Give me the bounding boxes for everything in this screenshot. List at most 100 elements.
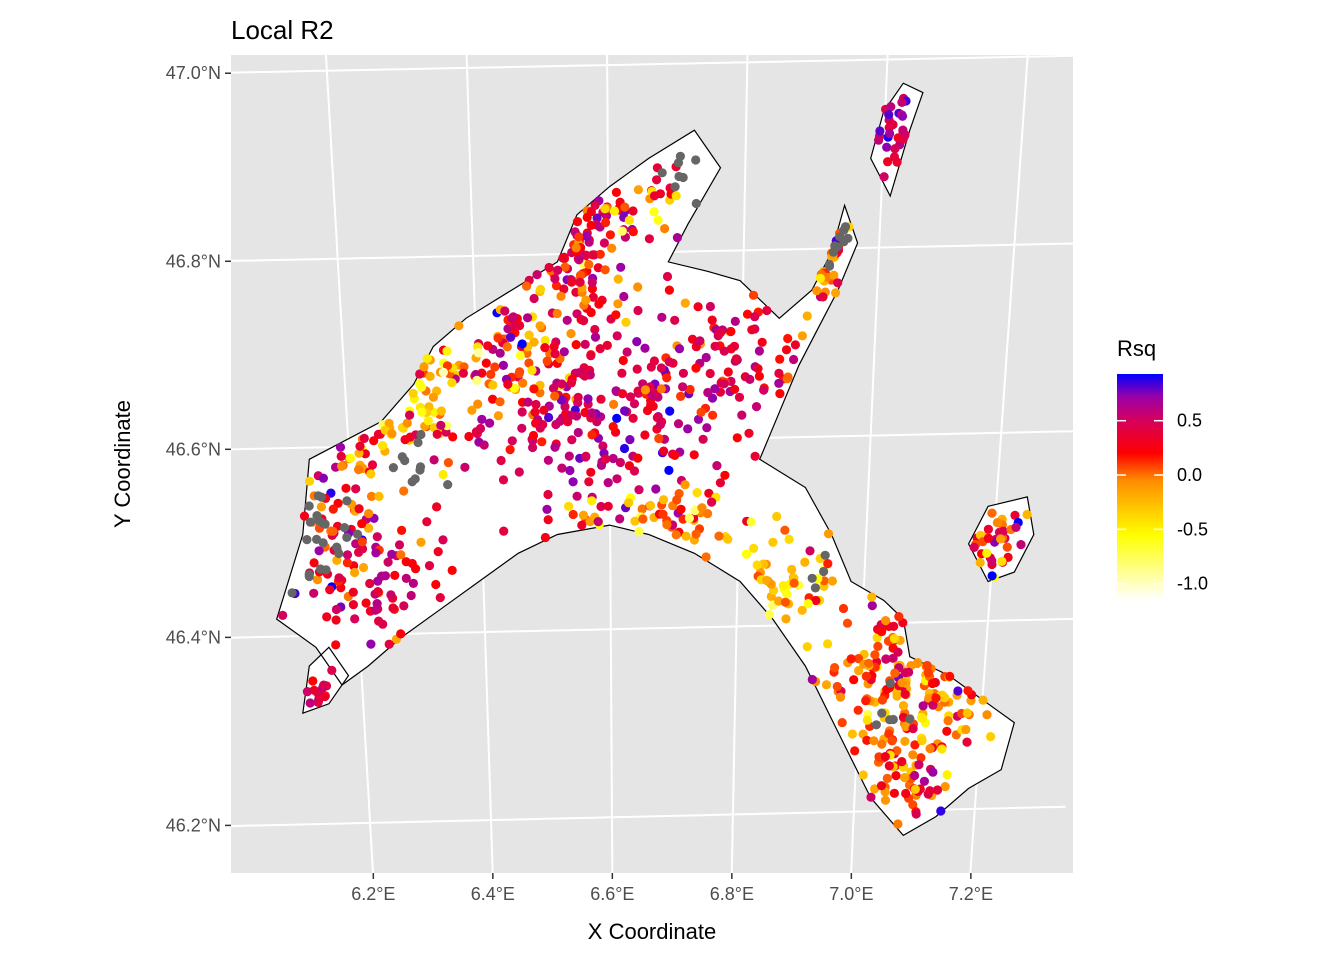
data-point	[892, 691, 902, 701]
data-point	[628, 206, 638, 216]
data-point-na	[691, 155, 701, 165]
data-point	[815, 273, 826, 283]
data-point	[278, 610, 288, 621]
data-point-na	[342, 532, 352, 543]
data-point	[479, 440, 489, 450]
data-point	[893, 819, 903, 829]
data-point	[670, 315, 680, 325]
data-point	[917, 736, 927, 746]
data-point	[802, 642, 812, 652]
x-tick-label: 7.0°E	[829, 884, 873, 904]
data-point	[783, 333, 793, 344]
data-point-na	[832, 242, 843, 252]
data-point	[422, 517, 432, 527]
data-point	[680, 480, 690, 490]
data-point	[884, 110, 894, 120]
data-point	[473, 399, 483, 409]
x-tick-label: 6.8°E	[710, 884, 754, 904]
data-point	[532, 270, 542, 280]
data-point	[655, 419, 666, 430]
data-point	[572, 309, 582, 319]
data-point	[886, 102, 896, 112]
data-point	[529, 337, 539, 347]
data-point	[900, 689, 910, 699]
data-point	[578, 510, 589, 520]
data-point	[877, 627, 887, 637]
data-point	[870, 784, 880, 794]
data-point	[818, 292, 828, 302]
data-point	[696, 407, 706, 417]
data-point	[812, 286, 822, 296]
data-point	[835, 692, 846, 702]
data-point-na	[877, 708, 887, 718]
data-point	[877, 739, 887, 749]
data-point	[774, 378, 784, 388]
data-point	[359, 433, 369, 443]
data-point	[507, 436, 517, 446]
data-point	[1011, 522, 1021, 533]
data-point	[745, 374, 755, 384]
data-point	[678, 382, 688, 392]
data-point	[527, 365, 537, 375]
data-point	[505, 445, 515, 455]
data-point-na	[416, 429, 426, 440]
legend-label: 0.5	[1177, 411, 1202, 431]
data-point	[992, 518, 1003, 528]
data-point	[540, 532, 551, 543]
data-point	[590, 200, 600, 210]
data-point	[464, 431, 474, 442]
data-point	[803, 599, 813, 609]
data-point	[861, 671, 871, 681]
data-point	[611, 187, 622, 197]
data-point	[587, 277, 597, 287]
data-point	[309, 558, 319, 568]
data-point	[562, 315, 572, 325]
data-point	[425, 371, 435, 381]
data-point	[544, 262, 554, 273]
data-point	[549, 342, 559, 352]
data-point	[885, 128, 895, 139]
data-point	[703, 508, 713, 519]
data-point	[640, 385, 651, 395]
data-point	[550, 274, 560, 284]
data-point	[734, 392, 745, 402]
data-point	[514, 369, 524, 379]
data-point	[884, 729, 894, 739]
data-point	[723, 534, 733, 544]
data-point	[447, 378, 457, 388]
data-point-na	[670, 182, 680, 192]
data-point	[710, 341, 720, 351]
data-point	[408, 578, 418, 589]
data-point	[565, 465, 575, 476]
data-point	[986, 732, 996, 742]
data-point	[889, 634, 900, 644]
data-point	[415, 379, 425, 389]
data-point	[894, 612, 904, 622]
data-point	[540, 335, 550, 346]
data-point	[384, 639, 394, 649]
data-point	[460, 462, 470, 472]
data-point	[557, 379, 567, 389]
data-point	[592, 213, 602, 223]
data-point	[567, 435, 577, 445]
data-point	[575, 270, 586, 280]
data-point	[540, 343, 550, 353]
data-point	[564, 451, 574, 461]
data-point	[458, 368, 468, 378]
data-point	[698, 434, 708, 444]
data-point-na	[871, 720, 882, 730]
data-point	[1016, 540, 1026, 550]
data-point	[703, 387, 713, 398]
data-point	[314, 546, 324, 556]
data-point	[335, 442, 346, 452]
data-point	[701, 552, 711, 562]
data-point-na	[839, 237, 849, 247]
data-point	[797, 331, 808, 341]
data-point	[897, 678, 907, 688]
data-point	[889, 788, 900, 798]
data-point	[731, 354, 742, 364]
data-point	[664, 285, 675, 295]
y-tick-label: 46.4°N	[166, 627, 221, 647]
data-point	[550, 349, 560, 359]
data-point	[473, 348, 483, 358]
